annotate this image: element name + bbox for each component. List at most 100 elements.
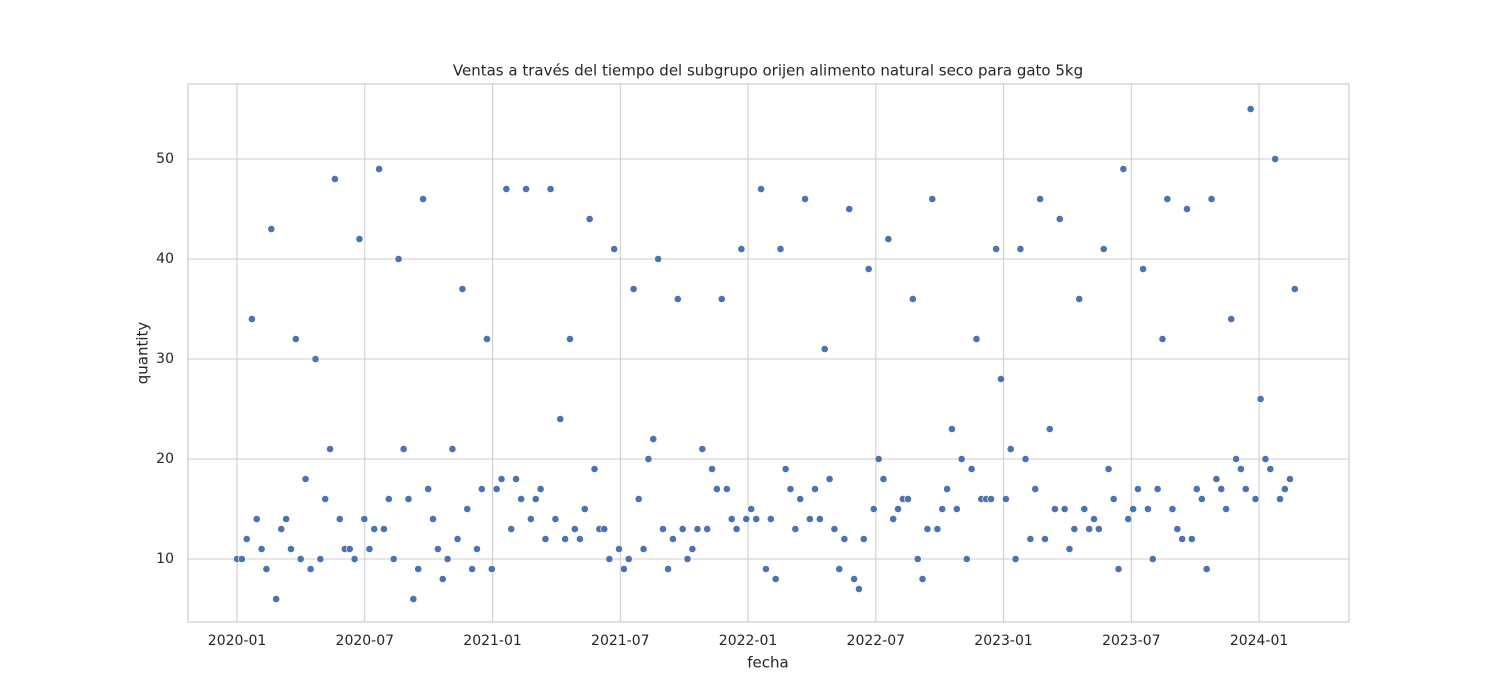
data-point — [380, 525, 388, 533]
data-point — [326, 445, 334, 453]
data-point — [502, 185, 511, 193]
data-point — [360, 515, 369, 523]
data-point — [291, 335, 300, 343]
data-point — [355, 235, 364, 243]
data-point — [1246, 105, 1255, 113]
data-point — [252, 515, 261, 523]
data-point — [306, 565, 315, 573]
data-point — [776, 245, 785, 253]
x-tick-label: 2023-01 — [974, 633, 1033, 649]
data-point — [600, 525, 609, 533]
data-point — [1197, 495, 1206, 503]
data-point — [615, 545, 623, 553]
data-point — [928, 195, 937, 203]
data-point — [1104, 465, 1113, 473]
data-point — [1178, 535, 1187, 543]
data-point — [517, 495, 526, 503]
data-point — [316, 555, 325, 563]
data-point — [1070, 525, 1079, 533]
data-point — [987, 495, 995, 503]
data-point — [884, 235, 893, 243]
data-point — [1094, 525, 1103, 533]
data-point — [1286, 475, 1294, 483]
data-point — [1192, 485, 1201, 493]
data-point — [845, 205, 854, 213]
data-point — [443, 555, 452, 563]
data-point — [1021, 455, 1030, 463]
data-point — [855, 585, 863, 593]
data-point — [659, 525, 667, 533]
data-point — [619, 565, 628, 573]
data-point — [414, 565, 423, 573]
data-point — [644, 455, 653, 463]
data-point — [536, 485, 545, 493]
data-point — [384, 495, 393, 503]
data-point — [419, 195, 427, 203]
data-point — [850, 575, 858, 583]
data-point — [473, 545, 481, 553]
data-point — [1119, 165, 1128, 173]
data-point — [404, 495, 413, 503]
data-point — [938, 505, 947, 513]
data-point — [1045, 425, 1054, 433]
data-point — [277, 525, 286, 533]
data-point — [1001, 495, 1010, 503]
x-tick-label: 2021-01 — [463, 633, 522, 649]
data-point — [238, 555, 246, 563]
data-point — [639, 545, 648, 553]
data-point — [507, 525, 516, 533]
x-tick-label: 2023-07 — [1102, 633, 1161, 649]
data-point — [1207, 195, 1216, 203]
data-point — [1183, 205, 1191, 213]
data-point — [678, 525, 687, 533]
data-point — [590, 465, 599, 473]
data-point — [629, 285, 638, 293]
data-point — [1139, 265, 1147, 273]
data-point — [576, 535, 584, 543]
data-point — [1016, 245, 1025, 253]
x-axis-label: fecha — [747, 654, 788, 672]
data-point — [786, 485, 795, 493]
data-point — [394, 255, 403, 263]
y-tick-label: 20 — [156, 451, 174, 467]
data-point — [1134, 485, 1142, 493]
data-point — [1241, 485, 1250, 493]
data-point — [727, 515, 736, 523]
data-point — [825, 475, 834, 483]
data-point — [649, 435, 658, 443]
data-point — [468, 565, 477, 573]
data-point — [712, 485, 721, 493]
data-point — [424, 485, 433, 493]
data-point — [1055, 215, 1064, 223]
data-point — [335, 515, 344, 523]
data-point — [997, 375, 1005, 383]
data-point — [566, 335, 574, 343]
data-point — [703, 525, 712, 533]
data-point — [551, 515, 560, 523]
data-point — [869, 505, 878, 513]
data-point — [1168, 505, 1177, 513]
data-point — [1227, 315, 1236, 323]
data-point — [375, 165, 384, 173]
data-point — [556, 415, 565, 423]
data-point — [864, 265, 873, 273]
data-point — [1085, 525, 1094, 533]
data-point — [918, 575, 927, 583]
data-point — [370, 525, 379, 533]
data-point — [742, 515, 751, 523]
data-point — [1114, 565, 1123, 573]
data-point — [546, 185, 555, 193]
data-point — [1144, 505, 1152, 513]
data-point — [923, 525, 932, 533]
data-point — [1011, 555, 1020, 563]
data-point — [526, 515, 535, 523]
data-point — [262, 565, 271, 573]
x-tick-label: 2022-01 — [719, 633, 778, 649]
data-point — [458, 285, 467, 293]
data-point — [913, 555, 922, 563]
data-point — [1006, 445, 1015, 453]
data-point — [1271, 155, 1280, 163]
data-point — [752, 515, 761, 523]
data-point — [654, 255, 663, 263]
